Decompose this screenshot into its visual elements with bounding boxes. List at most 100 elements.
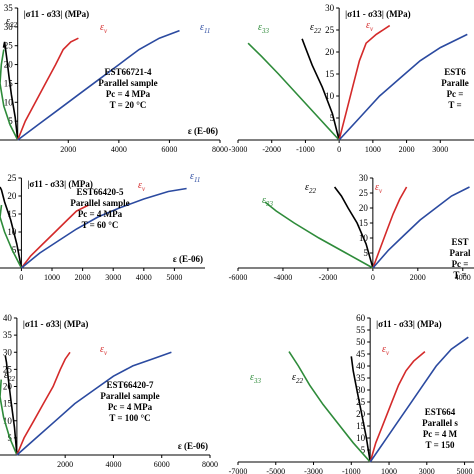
y-tick-label: 5 bbox=[330, 113, 335, 123]
y-tick-label: 35 bbox=[3, 330, 13, 340]
x-tick-label: 1000 bbox=[381, 467, 397, 474]
annotation-line: Pc = 4 M bbox=[423, 429, 458, 439]
annotation-line: T = 60 °C bbox=[82, 220, 119, 230]
y-axis-label: |σ11 - σ33| (MPa) bbox=[27, 179, 93, 189]
x-tick-label: 1000 bbox=[44, 273, 60, 282]
y-tick-label: 30 bbox=[356, 385, 366, 395]
x-tick-label: 1000 bbox=[365, 145, 381, 154]
x-tick-label: 2000 bbox=[75, 273, 91, 282]
x-tick-label: 3000 bbox=[105, 273, 121, 282]
y-tick-label: 30 bbox=[4, 22, 14, 32]
x-tick-label: 2000 bbox=[399, 145, 415, 154]
x-axis-label: ε (E-06) bbox=[188, 126, 218, 136]
series-line-eps22 bbox=[2, 41, 19, 141]
y-axis-label: |σ11 - σ33| (MPa) bbox=[23, 319, 89, 329]
y-tick-label: 20 bbox=[4, 60, 14, 70]
y-tick-label: 20 bbox=[3, 382, 13, 392]
y-tick-label: 10 bbox=[356, 433, 366, 443]
series-label-eps22: ε22 bbox=[6, 16, 17, 29]
series-label-eps22: ε22 bbox=[310, 22, 321, 35]
annotation-line: T = bbox=[453, 270, 466, 280]
series-line-eps11 bbox=[372, 186, 470, 269]
chart-panel-top-right: 5 10 15 20 25 30 -3000 -2000 -1000 0 1000 2000 3000 |… bbox=[229, 3, 474, 154]
series-label-eps22: ε22 bbox=[305, 182, 316, 195]
series-line-eps22 bbox=[4, 355, 18, 456]
y-tick-label: 5 bbox=[361, 445, 366, 455]
x-tick-label: 2000 bbox=[410, 273, 426, 282]
annotation-line: Pc = bbox=[447, 89, 464, 99]
x-tick-label: 3000 bbox=[432, 145, 448, 154]
y-tick-label: 60 bbox=[356, 313, 366, 323]
series-label-eps22: ε22 bbox=[4, 370, 15, 383]
y-tick-label: 25 bbox=[7, 173, 17, 183]
series-label-epsv: εv bbox=[382, 344, 390, 357]
series-line-eps11 bbox=[20, 187, 187, 269]
y-tick-label: 25 bbox=[325, 25, 335, 35]
x-tick-label: -2000 bbox=[319, 273, 338, 282]
y-axis-label: |σ11 - σ33| (MPa) bbox=[376, 319, 442, 329]
series-line-eps22 bbox=[350, 356, 371, 463]
y-tick-label: 20 bbox=[325, 47, 335, 57]
x-tick-label: 4000 bbox=[111, 145, 127, 154]
x-tick-label: 2000 bbox=[57, 460, 73, 469]
x-tick-label: 5000 bbox=[166, 273, 182, 282]
series-label-epsv: εv bbox=[366, 20, 374, 33]
x-tick-label: -5000 bbox=[266, 467, 285, 474]
y-tick-label: 15 bbox=[356, 421, 366, 431]
annotation-line: T = 150 bbox=[426, 440, 455, 450]
series-line-eps33 bbox=[0, 49, 19, 141]
annotation-line: EST6 bbox=[444, 67, 466, 77]
y-tick-label: 15 bbox=[325, 69, 335, 79]
annotation-line: Pc = 4 MPa bbox=[106, 89, 151, 99]
y-tick-label: 5 bbox=[363, 248, 368, 258]
x-tick-label: -2000 bbox=[262, 145, 281, 154]
series-line-eps11 bbox=[338, 33, 468, 141]
y-tick-label: 25 bbox=[359, 188, 369, 198]
y-tick-label: 20 bbox=[7, 191, 17, 201]
y-tick-label: 5 bbox=[8, 116, 13, 126]
annotation-line: Parallel sample bbox=[98, 78, 157, 88]
y-tick-label: 50 bbox=[356, 337, 366, 347]
series-label-eps33: ε33 bbox=[262, 195, 273, 208]
series-line-eps33 bbox=[0, 204, 23, 269]
series-label-epsv: εv bbox=[100, 344, 108, 357]
y-tick-label: 35 bbox=[356, 373, 366, 383]
y-tick-label: 15 bbox=[359, 218, 369, 228]
annotation-line: Pc = 4 MPa bbox=[78, 209, 123, 219]
series-label-eps33: ε33 bbox=[250, 372, 261, 385]
y-tick-label: 30 bbox=[3, 347, 13, 357]
x-tick-label: 4000 bbox=[105, 460, 121, 469]
series-line-eps22 bbox=[301, 38, 340, 141]
series-label-epsv: εv bbox=[138, 180, 146, 193]
x-tick-label: -3000 bbox=[229, 145, 248, 154]
y-tick-label: 40 bbox=[356, 361, 366, 371]
series-line-eps11 bbox=[369, 336, 469, 463]
x-tick-label: 5000 bbox=[457, 467, 473, 474]
y-tick-label: 35 bbox=[4, 3, 14, 13]
series-line-epsv bbox=[16, 37, 79, 141]
x-tick-label: 0 bbox=[337, 145, 341, 154]
x-tick-label: -4000 bbox=[274, 273, 293, 282]
annotation-line: Parallel sample bbox=[70, 198, 129, 208]
series-line-eps33 bbox=[247, 42, 340, 141]
series-label-eps22: ε22 bbox=[292, 372, 303, 385]
series-label-eps11: ε11 bbox=[200, 22, 210, 35]
series-line-eps33 bbox=[288, 351, 371, 463]
y-tick-label: 10 bbox=[325, 91, 335, 101]
y-tick-label: 55 bbox=[356, 325, 366, 335]
series-line-epsv bbox=[16, 351, 71, 456]
y-tick-label: 30 bbox=[359, 173, 369, 183]
annotation-line: Parallel sample bbox=[100, 391, 159, 401]
y-tick-label: 10 bbox=[7, 227, 17, 237]
series-line-epsv bbox=[372, 186, 408, 269]
x-tick-label: 6000 bbox=[154, 460, 170, 469]
y-tick-label: 15 bbox=[7, 209, 17, 219]
series-line-epsv bbox=[369, 350, 426, 463]
x-axis-label: ε (E-06) bbox=[173, 254, 203, 264]
annotation-line: Paral bbox=[450, 248, 471, 258]
y-tick-label: 30 bbox=[325, 3, 335, 13]
annotation-line: EST66721-4 bbox=[104, 67, 152, 77]
series-label-epsv: εv bbox=[100, 22, 108, 35]
